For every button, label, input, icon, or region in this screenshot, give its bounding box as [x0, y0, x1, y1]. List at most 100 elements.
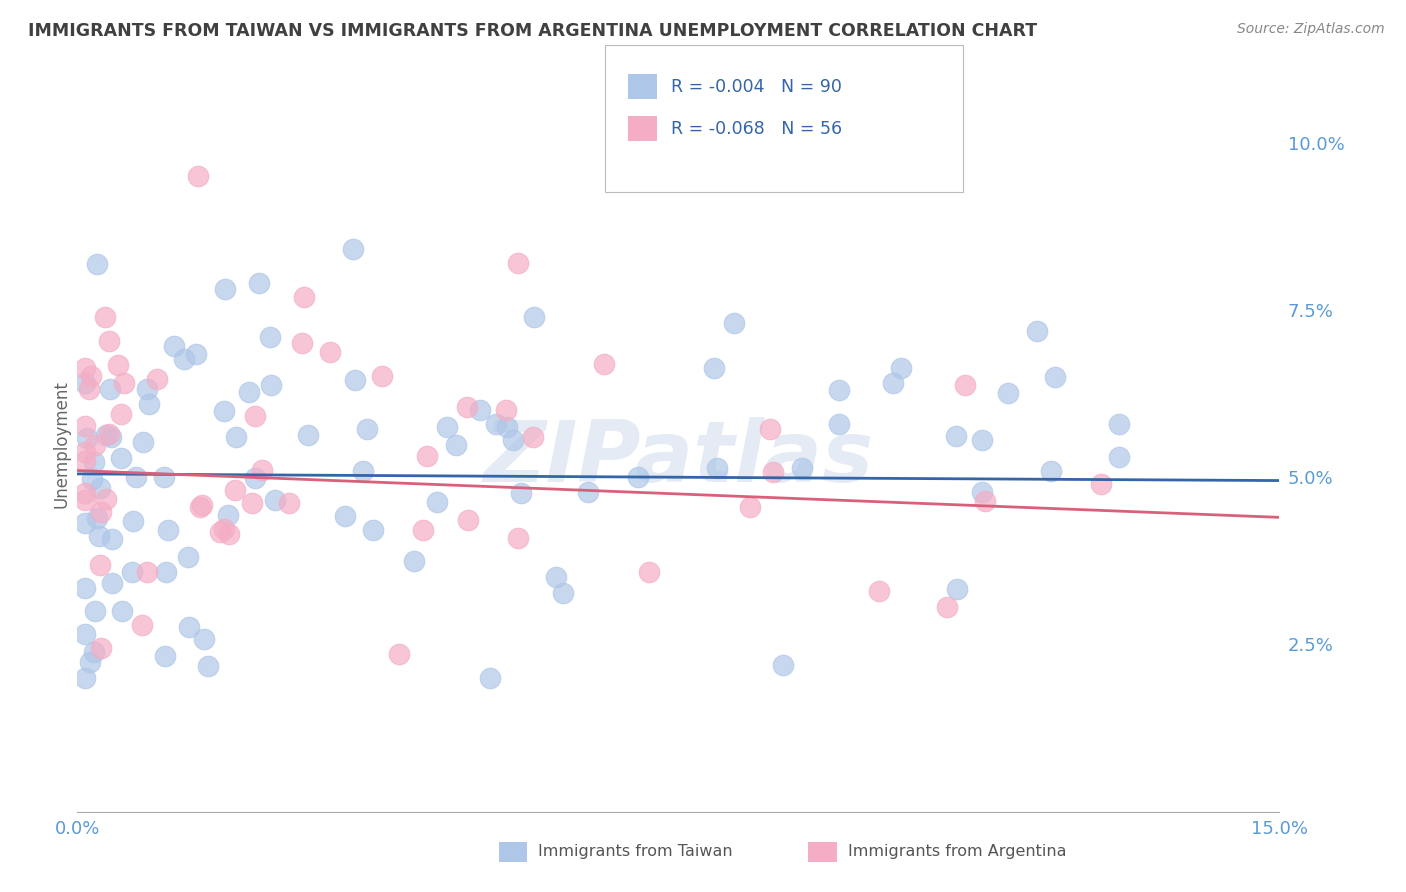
Point — [111, 604, 134, 618]
Point — [523, 310, 546, 324]
Point — [250, 463, 273, 477]
Text: Source: ZipAtlas.com: Source: ZipAtlas.com — [1237, 22, 1385, 37]
Point — [762, 465, 785, 479]
Point — [703, 361, 725, 376]
Point — [76, 431, 98, 445]
Point — [361, 523, 384, 537]
Point — [225, 430, 247, 444]
Point — [179, 620, 201, 634]
Point — [790, 461, 813, 475]
Point — [80, 471, 103, 485]
Point — [188, 500, 211, 515]
Point — [260, 377, 283, 392]
Point — [87, 529, 110, 543]
Y-axis label: Unemployment: Unemployment — [52, 380, 70, 508]
Point — [973, 494, 995, 508]
Point — [98, 427, 121, 442]
Point — [297, 428, 319, 442]
Point — [510, 485, 533, 500]
Point — [135, 382, 157, 396]
Point — [75, 671, 97, 685]
Point — [706, 460, 728, 475]
Point — [240, 496, 263, 510]
Point — [197, 659, 219, 673]
Point — [470, 402, 492, 417]
Point — [997, 386, 1019, 401]
Point — [101, 576, 124, 591]
Point — [970, 485, 993, 500]
Text: Immigrants from Taiwan: Immigrants from Taiwan — [538, 845, 733, 859]
Point — [356, 422, 378, 436]
Point — [75, 492, 97, 507]
Point — [738, 500, 761, 515]
Point — [107, 359, 129, 373]
Point — [426, 495, 449, 509]
Point — [1090, 477, 1112, 491]
Point — [457, 513, 479, 527]
Point — [110, 451, 132, 466]
Point — [318, 344, 340, 359]
Point — [890, 361, 912, 376]
Text: ZIPatlas: ZIPatlas — [484, 417, 873, 500]
Point — [245, 471, 267, 485]
Point — [208, 524, 231, 539]
Point — [89, 481, 111, 495]
Point — [135, 566, 157, 580]
Point — [259, 330, 281, 344]
Point — [772, 657, 794, 672]
Point — [446, 438, 468, 452]
Point — [177, 550, 200, 565]
Point — [412, 523, 434, 537]
Text: IMMIGRANTS FROM TAIWAN VS IMMIGRANTS FROM ARGENTINA UNEMPLOYMENT CORRELATION CHA: IMMIGRANTS FROM TAIWAN VS IMMIGRANTS FRO… — [28, 22, 1038, 40]
Point — [217, 508, 239, 523]
Point — [496, 420, 519, 434]
Point — [75, 444, 97, 458]
Point — [828, 417, 851, 431]
Point — [243, 409, 266, 423]
Point — [186, 169, 209, 183]
Point — [882, 376, 904, 390]
Text: Immigrants from Argentina: Immigrants from Argentina — [848, 845, 1066, 859]
Point — [75, 454, 97, 468]
Point — [97, 334, 120, 348]
Point — [138, 397, 160, 411]
Point — [404, 554, 426, 568]
Point — [333, 509, 356, 524]
Text: R = -0.004   N = 90: R = -0.004 N = 90 — [671, 78, 842, 96]
Point — [370, 368, 392, 383]
Point — [83, 438, 105, 452]
Point — [292, 290, 315, 304]
Point — [173, 352, 195, 367]
Point — [495, 402, 517, 417]
Point — [945, 429, 967, 443]
Point — [163, 339, 186, 353]
Point — [94, 310, 117, 325]
Point — [90, 505, 112, 519]
Point — [1108, 417, 1130, 431]
Point — [152, 470, 174, 484]
Point — [723, 316, 745, 330]
Point — [1040, 464, 1063, 478]
Point — [212, 522, 235, 536]
Point — [77, 382, 100, 396]
Point — [936, 600, 959, 615]
Point — [83, 645, 105, 659]
Point — [522, 430, 544, 444]
Point — [80, 369, 103, 384]
Point — [75, 419, 97, 434]
Point — [343, 373, 366, 387]
Point — [291, 336, 314, 351]
Point — [436, 420, 458, 434]
Point — [184, 347, 207, 361]
Point — [972, 433, 994, 447]
Point — [89, 558, 111, 572]
Point — [485, 417, 508, 431]
Point — [638, 566, 661, 580]
Point — [100, 383, 122, 397]
Point — [828, 383, 851, 397]
Point — [125, 470, 148, 484]
Point — [945, 582, 967, 596]
Point — [75, 376, 97, 391]
Point — [153, 648, 176, 663]
Point — [953, 378, 976, 392]
